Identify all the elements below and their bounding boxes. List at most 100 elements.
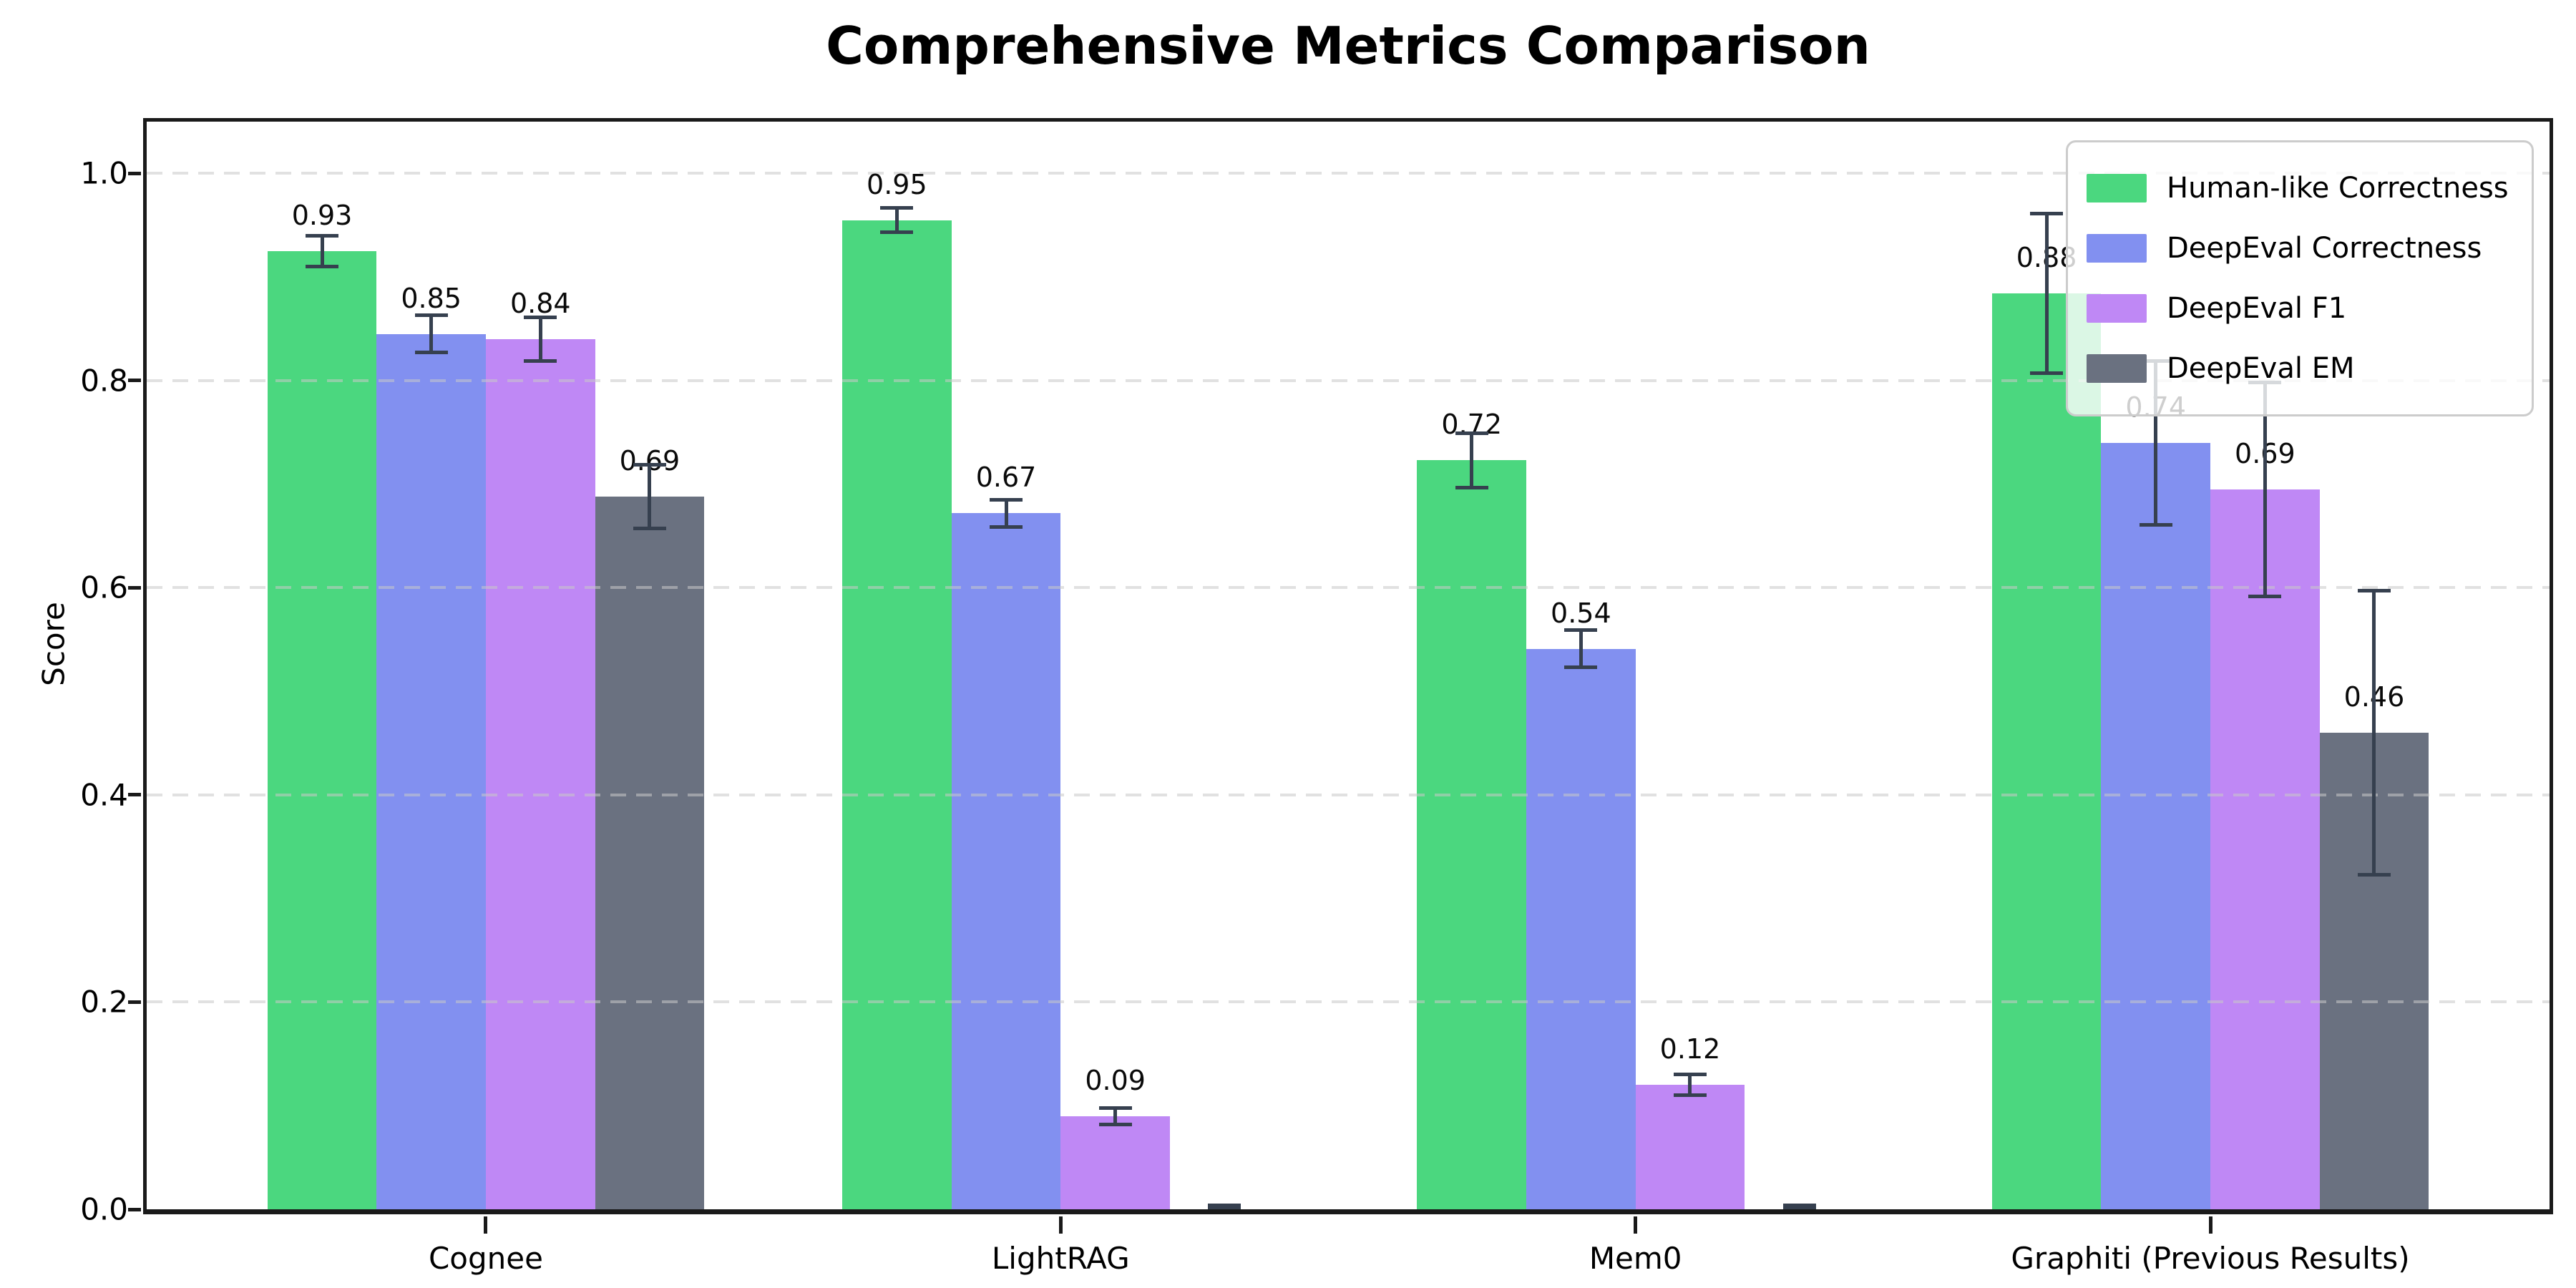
legend-entry-deepeval-f1: DeepEval F1 bbox=[2087, 278, 2513, 338]
legend: Human-like Correctness DeepEval Correctn… bbox=[2066, 140, 2534, 416]
bar bbox=[2210, 489, 2320, 1209]
y-tick-label: 0.4 bbox=[80, 777, 128, 813]
error-bar-cap bbox=[990, 497, 1023, 502]
y-axis-label: Score bbox=[36, 602, 72, 686]
bar bbox=[951, 513, 1061, 1209]
error-bar-cap bbox=[880, 205, 914, 210]
error-bar bbox=[894, 208, 899, 233]
y-tick-mark bbox=[128, 585, 141, 590]
y-tick-label: 1.0 bbox=[80, 155, 128, 191]
legend-entry-human-like-correctness: Human-like Correctness bbox=[2087, 158, 2513, 218]
error-bar-cap bbox=[2357, 872, 2391, 877]
error-bar bbox=[1113, 1108, 1118, 1125]
error-bar-cap bbox=[880, 230, 914, 235]
error-bar-cap bbox=[2030, 212, 2064, 216]
legend-entry-deepeval-correctness: DeepEval Correctness bbox=[2087, 218, 2513, 278]
gridline bbox=[147, 793, 2550, 796]
bar bbox=[1991, 293, 2102, 1209]
error-bar bbox=[320, 235, 324, 267]
legend-swatch-purple-icon bbox=[2087, 294, 2147, 323]
y-tick-label: 0.6 bbox=[80, 570, 128, 605]
legend-swatch-green-icon bbox=[2087, 174, 2147, 203]
error-bar-cap bbox=[1564, 628, 1598, 633]
gridline bbox=[147, 172, 2550, 175]
bar bbox=[2101, 442, 2210, 1209]
gridline bbox=[147, 1000, 2550, 1004]
y-tick-mark bbox=[128, 1000, 141, 1004]
error-bar bbox=[538, 317, 542, 361]
error-bar-cap bbox=[414, 351, 448, 355]
bar bbox=[1060, 1116, 1170, 1209]
gridline bbox=[147, 379, 2550, 382]
y-tick-label: 0.0 bbox=[80, 1191, 128, 1227]
error-bar-cap bbox=[1098, 1122, 1132, 1126]
bar bbox=[595, 497, 705, 1209]
plot-area: Human-like Correctness DeepEval Correctn… bbox=[80, 118, 2553, 1276]
bar-value-label: 0.85 bbox=[401, 282, 462, 314]
x-tick-mark bbox=[2208, 1216, 2212, 1234]
y-tick-mark bbox=[128, 1207, 141, 1211]
error-bar-cap bbox=[1208, 1203, 1241, 1207]
error-bar-cap bbox=[2139, 522, 2172, 527]
legend-label: DeepEval Correctness bbox=[2167, 232, 2482, 265]
bar bbox=[1417, 460, 1527, 1209]
bar bbox=[1635, 1085, 1745, 1209]
error-bar bbox=[648, 464, 652, 529]
legend-swatch-gray-icon bbox=[2087, 354, 2147, 383]
error-bar-cap bbox=[524, 358, 557, 363]
x-tick-mark bbox=[484, 1216, 488, 1234]
bar-value-label: 0.93 bbox=[291, 199, 353, 231]
error-bar-cap bbox=[2357, 589, 2391, 593]
error-bar bbox=[1579, 630, 1583, 668]
error-bar-cap bbox=[990, 525, 1023, 529]
x-tick-mark bbox=[1058, 1216, 1063, 1234]
x-tick-mark bbox=[1634, 1216, 1638, 1234]
y-tick-mark bbox=[128, 793, 141, 797]
legend-swatch-blue-icon bbox=[2087, 234, 2147, 263]
error-bar-cap bbox=[306, 265, 339, 269]
error-bar-cap bbox=[2248, 594, 2282, 598]
error-bar-cap bbox=[633, 462, 666, 467]
error-bar bbox=[1688, 1074, 1692, 1096]
bar-value-label: 0.09 bbox=[1085, 1064, 1146, 1096]
x-tick-label: Graphiti (Previous Results) bbox=[2011, 1241, 2410, 1276]
y-tick-label: 0.8 bbox=[80, 363, 128, 399]
bar bbox=[1526, 648, 1636, 1209]
error-bar bbox=[1004, 499, 1008, 527]
legend-label: DeepEval F1 bbox=[2167, 292, 2347, 325]
error-bar bbox=[2263, 382, 2267, 597]
bar bbox=[842, 220, 952, 1209]
error-bar-cap bbox=[2030, 371, 2064, 376]
x-tick-label: LightRAG bbox=[991, 1241, 1130, 1276]
error-bar bbox=[2372, 590, 2376, 875]
bar bbox=[485, 339, 595, 1209]
error-bar-cap bbox=[414, 313, 448, 318]
error-bar-cap bbox=[524, 316, 557, 320]
error-bar-cap bbox=[1673, 1073, 1707, 1077]
legend-label: Human-like Correctness bbox=[2167, 172, 2509, 205]
bar-value-label: 0.12 bbox=[1659, 1033, 1721, 1065]
error-bar-cap bbox=[1564, 665, 1598, 670]
error-bar-cap bbox=[306, 233, 339, 238]
bar-value-label: 0.84 bbox=[509, 288, 571, 319]
error-bar-cap bbox=[1208, 1206, 1241, 1209]
error-bar-cap bbox=[1098, 1106, 1132, 1110]
error-bar bbox=[2154, 361, 2158, 525]
error-bar-cap bbox=[1673, 1093, 1707, 1098]
error-bar bbox=[2044, 213, 2049, 374]
bar-value-label: 0.95 bbox=[867, 168, 927, 200]
error-bar-cap bbox=[1455, 485, 1488, 489]
error-bar-cap bbox=[1455, 431, 1488, 436]
bar-value-label: 0.54 bbox=[1551, 597, 1611, 629]
error-bar bbox=[429, 315, 434, 353]
error-bar bbox=[1470, 433, 1474, 488]
y-tick-label: 0.2 bbox=[80, 984, 128, 1020]
error-bar-cap bbox=[1782, 1203, 1816, 1207]
legend-entry-deepeval-em: DeepEval EM bbox=[2087, 338, 2513, 399]
bar-value-label: 0.67 bbox=[975, 462, 1037, 494]
gridline bbox=[147, 586, 2550, 590]
bar bbox=[376, 333, 486, 1209]
x-tick-label: Cognee bbox=[428, 1241, 543, 1276]
x-tick-label: Mem0 bbox=[1589, 1241, 1682, 1276]
